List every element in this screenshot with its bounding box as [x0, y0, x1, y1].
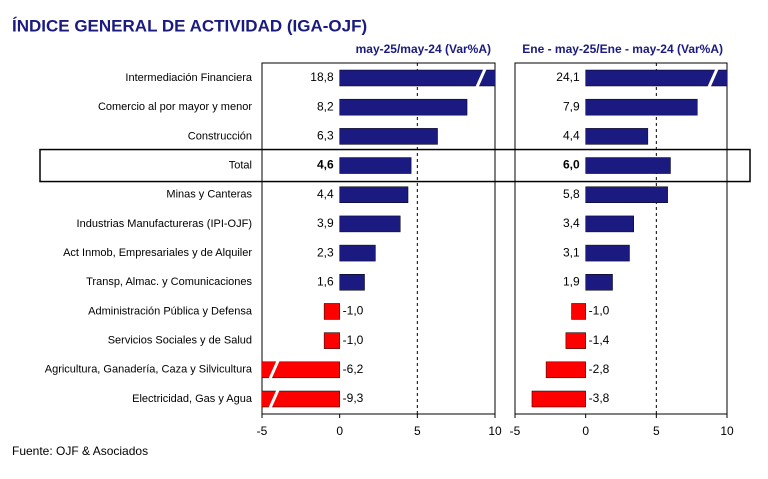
- bar: [565, 332, 586, 349]
- value-label: 1,6: [317, 274, 334, 288]
- value-label: 4,4: [317, 187, 334, 201]
- value-label: 6,0: [563, 158, 580, 172]
- panel-subtitle: may-25/may-24 (Var%A): [356, 42, 491, 56]
- bar: [531, 390, 586, 408]
- category-label: Servicios Sociales y de Salud: [108, 335, 252, 347]
- value-label: 3,4: [563, 216, 580, 230]
- value-label: -6,2: [343, 362, 364, 376]
- x-tick-label: 10: [488, 424, 502, 438]
- bar: [585, 215, 634, 233]
- bar: [339, 186, 409, 203]
- value-label: 24,1: [556, 70, 580, 84]
- chart-title: ÍNDICE GENERAL DE ACTIVIDAD (IGA-OJF): [12, 16, 367, 35]
- bar: [262, 390, 340, 408]
- bar: [339, 157, 412, 174]
- bar: [339, 98, 468, 116]
- category-label: Total: [229, 159, 252, 171]
- source: Fuente: OJF & Asociados: [12, 444, 148, 458]
- bar: [339, 274, 365, 291]
- bar: [585, 157, 671, 174]
- category-label: Act Inmob, Empresariales y de Alquiler: [63, 247, 252, 259]
- category-label: Industrias Manufactureras (IPI-OJF): [77, 218, 252, 230]
- value-label: -1,0: [343, 304, 364, 318]
- x-tick-label: 0: [582, 424, 589, 438]
- plot-frame: [261, 62, 496, 415]
- bar: [339, 128, 438, 145]
- value-label: 3,9: [317, 216, 334, 230]
- value-label: 1,9: [563, 274, 580, 288]
- axis-break: [707, 68, 719, 88]
- value-label: -3,8: [589, 391, 610, 405]
- bar: [585, 69, 727, 87]
- bar: [323, 332, 340, 349]
- value-label: 4,4: [563, 129, 580, 143]
- category-label: Construcción: [188, 130, 252, 142]
- value-label: 4,6: [317, 158, 334, 172]
- bar: [585, 186, 668, 203]
- value-label: -9,3: [343, 391, 364, 405]
- x-tick-label: 5: [653, 424, 660, 438]
- category-label: Agricultura, Ganadería, Caza y Silvicult…: [45, 364, 253, 376]
- category-label: Electricidad, Gas y Agua: [132, 393, 253, 405]
- bar: [585, 98, 698, 116]
- value-label: 5,8: [563, 187, 580, 201]
- bars: [262, 68, 495, 409]
- bars: [531, 68, 727, 408]
- bar: [545, 361, 586, 379]
- x-tick-label: 5: [414, 424, 421, 438]
- category-label: Transp, Almac. y Comunicaciones: [86, 276, 252, 288]
- plot-frame: [514, 62, 728, 415]
- highlight-box: [39, 148, 751, 183]
- category-label: Comercio al por mayor y menor: [98, 101, 252, 113]
- value-label: 3,1: [563, 245, 580, 259]
- bar: [339, 215, 401, 233]
- axis-break: [268, 360, 280, 380]
- x-tick-label: 10: [720, 424, 734, 438]
- x-tick-label: -5: [510, 424, 521, 438]
- value-label: -1,0: [343, 333, 364, 347]
- value-label: 6,3: [317, 129, 334, 143]
- category-label: Administración Pública y Defensa: [88, 305, 253, 317]
- value-label: -2,8: [589, 362, 610, 376]
- category-label: Intermediación Financiera: [125, 72, 252, 84]
- bar: [571, 303, 586, 320]
- bar: [339, 244, 376, 262]
- value-label: 18,8: [310, 70, 334, 84]
- value-label: 8,2: [317, 99, 334, 113]
- bar: [585, 274, 613, 291]
- bar: [262, 361, 340, 379]
- axis-break: [268, 389, 280, 409]
- bar: [585, 128, 649, 145]
- axis-break: [475, 68, 487, 88]
- value-label: -1,0: [589, 304, 610, 318]
- value-label: 2,3: [317, 245, 334, 259]
- value-label: -1,4: [589, 333, 610, 347]
- bar: [323, 303, 340, 320]
- x-tick-label: 0: [336, 424, 343, 438]
- panel-subtitle: Ene - may-25/Ene - may-24 (Var%A): [522, 42, 723, 56]
- bar: [585, 244, 630, 262]
- value-label: 7,9: [563, 99, 580, 113]
- x-tick-label: -5: [257, 424, 268, 438]
- category-label: Minas y Canteras: [166, 189, 252, 201]
